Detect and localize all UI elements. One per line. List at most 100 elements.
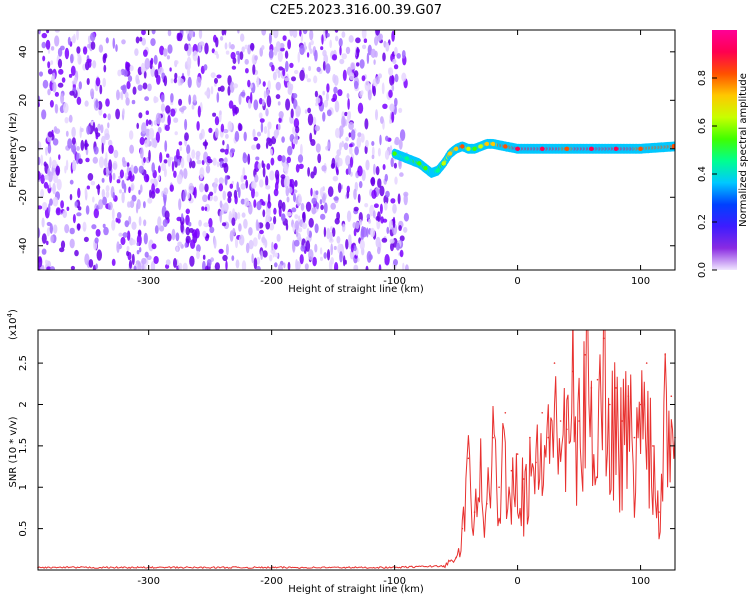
noise-speckle — [237, 30, 240, 34]
noise-speckle — [356, 46, 360, 58]
noise-speckle — [38, 205, 43, 210]
noise-speckle — [201, 206, 205, 211]
noise-speckle — [283, 262, 286, 269]
noise-speckle — [332, 93, 338, 102]
noise-speckle — [77, 187, 81, 199]
noise-speckle — [323, 202, 328, 214]
noise-speckle — [56, 178, 62, 191]
noise-speckle — [231, 180, 234, 185]
noise-speckle — [330, 243, 334, 256]
noise-speckle — [269, 254, 273, 262]
noise-speckle — [386, 226, 390, 234]
noise-speckle — [326, 227, 331, 240]
snr-point — [645, 362, 648, 364]
noise-speckle — [401, 72, 407, 82]
noise-speckle — [175, 232, 180, 242]
noise-speckle — [117, 244, 123, 250]
noise-speckle — [278, 66, 284, 71]
noise-speckle — [196, 159, 202, 165]
noise-speckle — [341, 31, 346, 38]
noise-speckle — [372, 210, 376, 219]
noise-speckle — [273, 30, 279, 39]
noise-speckle — [394, 73, 399, 83]
noise-speckle — [196, 76, 202, 88]
noise-speckle — [214, 262, 220, 270]
noise-speckle — [262, 81, 266, 87]
noise-speckle — [184, 43, 189, 52]
noise-speckle — [178, 141, 183, 146]
noise-speckle — [326, 109, 332, 117]
noise-speckle — [334, 100, 340, 113]
noise-speckle — [256, 131, 262, 137]
noise-speckle — [220, 123, 225, 133]
noise-speckle — [251, 144, 257, 151]
noise-speckle — [372, 85, 376, 97]
colorbar-axis: 0.0 0.2 0.4 0.6 0.8 — [697, 70, 717, 278]
noise-speckle — [107, 122, 110, 129]
snr-point — [553, 362, 556, 364]
noise-speckle — [294, 214, 299, 220]
noise-speckle — [85, 157, 90, 163]
noise-speckle — [277, 154, 283, 162]
noise-speckle — [160, 94, 165, 103]
noise-speckle — [44, 174, 50, 180]
snr-point — [535, 461, 537, 464]
noise-speckle — [38, 95, 41, 104]
noise-speckle — [355, 221, 360, 229]
noise-speckle — [259, 179, 264, 188]
noise-speckle — [163, 159, 168, 164]
noise-speckle — [278, 117, 282, 123]
noise-speckle — [157, 216, 162, 229]
noise-speckle — [90, 41, 96, 50]
noise-speckle — [320, 213, 326, 220]
noise-speckle — [274, 169, 280, 180]
noise-speckle — [243, 175, 247, 180]
noise-speckle — [49, 156, 52, 169]
noise-speckle — [87, 35, 91, 44]
noise-speckle — [342, 117, 346, 128]
noise-speckle — [154, 225, 159, 234]
spectrogram-noise-layer — [38, 30, 409, 270]
noise-speckle — [298, 163, 304, 169]
noise-speckle — [105, 190, 110, 198]
noise-speckle — [266, 137, 271, 144]
noise-speckle — [356, 62, 360, 67]
noise-speckle — [102, 223, 106, 228]
noise-speckle — [195, 150, 201, 158]
noise-speckle — [102, 196, 107, 206]
noise-speckle — [286, 196, 290, 203]
noise-speckle — [105, 37, 109, 44]
noise-speckle — [343, 142, 349, 151]
noise-speckle — [326, 249, 331, 261]
noise-speckle — [96, 249, 103, 261]
noise-speckle — [333, 176, 338, 181]
noise-speckle — [398, 139, 403, 150]
noise-speckle — [353, 188, 357, 200]
noise-speckle — [173, 258, 177, 268]
noise-speckle — [202, 230, 207, 238]
noise-speckle — [76, 46, 81, 54]
noise-speckle — [53, 224, 58, 234]
noise-speckle — [105, 185, 110, 192]
noise-speckle — [392, 58, 397, 64]
noise-speckle — [131, 221, 137, 230]
y-tick-label: 40 — [18, 45, 29, 58]
noise-speckle — [398, 158, 402, 170]
noise-speckle — [373, 163, 376, 175]
noise-speckle — [362, 226, 367, 238]
noise-speckle — [64, 165, 67, 174]
noise-speckle — [126, 201, 131, 208]
noise-speckle — [212, 112, 217, 117]
noise-speckle — [96, 185, 101, 190]
snr-multiplier: (x104) — [6, 309, 19, 340]
noise-speckle — [237, 212, 241, 220]
noise-speckle — [256, 201, 262, 211]
noise-speckle — [185, 30, 190, 34]
noise-speckle — [277, 101, 281, 106]
noise-speckle — [124, 91, 129, 99]
noise-speckle — [178, 198, 182, 211]
signal-point — [589, 146, 594, 151]
noise-speckle — [395, 242, 400, 251]
noise-speckle — [198, 30, 203, 39]
snr-point — [504, 412, 507, 414]
